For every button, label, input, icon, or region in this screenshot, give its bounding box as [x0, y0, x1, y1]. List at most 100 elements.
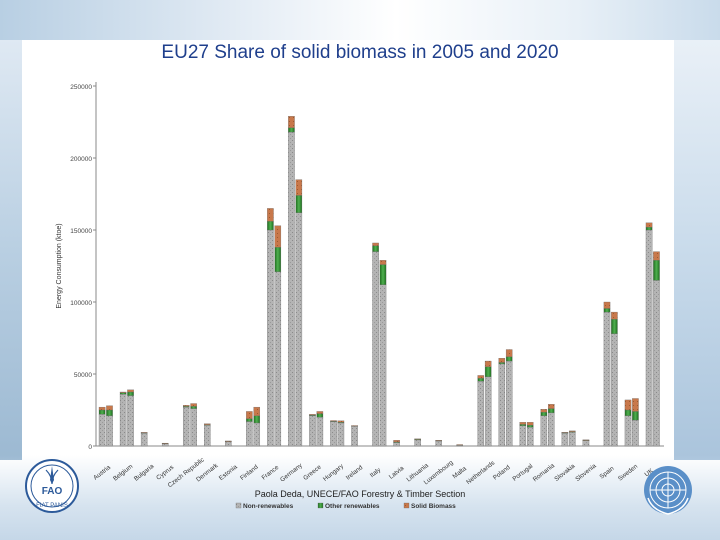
x-tick-label: Ireland: [345, 464, 365, 482]
bar-other-renewables: [498, 362, 506, 365]
bar-non-renewables: [295, 212, 303, 447]
bar-non-renewables: [526, 427, 534, 447]
bar-solid-biomass: [295, 179, 303, 196]
bar-solid-biomass: [603, 301, 611, 309]
bar-solid-biomass: [456, 444, 463, 446]
bar-solid-biomass: [288, 116, 295, 128]
x-tick-label: Estonia: [218, 463, 239, 482]
legend-label: Non-renewables: [243, 503, 294, 510]
bar-solid-biomass: [414, 438, 421, 440]
x-tick-label: Austria: [92, 464, 112, 482]
bar-other-renewables: [484, 366, 492, 378]
bar-non-renewables: [253, 422, 261, 447]
bar-non-renewables: [182, 406, 190, 447]
bar-non-renewables: [540, 415, 548, 447]
bar-non-renewables: [393, 442, 400, 447]
bar-solid-biomass: [246, 411, 253, 419]
bar-other-renewables: [611, 319, 618, 334]
bar-solid-biomass: [548, 404, 555, 409]
bar-other-renewables: [246, 418, 253, 422]
bar-other-renewables: [119, 392, 127, 395]
bar-other-renewables: [526, 424, 534, 428]
legend-label: Solid Biomass: [411, 503, 456, 510]
bar-solid-biomass: [274, 225, 282, 248]
y-tick-label: 0: [88, 444, 92, 451]
bar-non-renewables: [225, 441, 232, 447]
x-tick-label: Portugal: [511, 463, 534, 483]
bar-non-renewables: [106, 415, 113, 447]
bar-non-renewables: [379, 284, 387, 447]
x-tick-label: Netherlands: [465, 460, 496, 486]
bar-non-renewables: [653, 280, 660, 447]
bar-solid-biomass: [561, 432, 569, 433]
bar-solid-biomass: [540, 409, 548, 413]
bar-solid-biomass: [435, 440, 442, 442]
bar-solid-biomass: [645, 222, 653, 228]
x-tick-label: Bulgaria: [133, 463, 156, 483]
bar-solid-biomass: [127, 389, 134, 393]
bar-solid-biomass: [519, 422, 527, 425]
bar-solid-biomass: [372, 242, 379, 246]
y-tick-label: 200000: [70, 156, 92, 163]
bar-solid-biomass: [225, 440, 232, 442]
bar-other-renewables: [540, 412, 548, 416]
bar-non-renewables: [519, 425, 527, 447]
bar-other-renewables: [127, 391, 134, 396]
bar-other-renewables: [274, 247, 282, 272]
legend-label: Other renewables: [325, 503, 380, 510]
bar-non-renewables: [477, 381, 485, 447]
x-tick-label: France: [260, 464, 280, 482]
bar-other-renewables: [519, 424, 527, 426]
bar-solid-biomass: [569, 430, 576, 432]
bar-solid-biomass: [393, 440, 400, 443]
bar-solid-biomass: [505, 349, 513, 357]
bar-non-renewables: [414, 439, 421, 447]
y-axis-label: Energy Consumption (ktoe): [56, 223, 63, 308]
x-tick-label: Sweden: [617, 463, 640, 483]
bar-non-renewables: [645, 229, 653, 447]
slide-right-band: [674, 40, 720, 460]
bar-other-renewables: [653, 260, 660, 281]
bar-non-renewables: [548, 412, 555, 447]
bar-solid-biomass: [119, 391, 127, 393]
slide-header-band: [0, 0, 720, 40]
bar-non-renewables: [624, 415, 632, 447]
bar-non-renewables: [498, 363, 506, 447]
bar-solid-biomass: [526, 422, 534, 426]
bar-other-renewables: [645, 226, 653, 231]
bar-non-renewables: [372, 251, 379, 447]
bar-non-renewables: [603, 311, 611, 447]
x-tick-label: Luxembourg: [423, 459, 455, 486]
bar-solid-biomass: [653, 251, 660, 261]
bar-solid-biomass: [351, 425, 358, 427]
un-logo: [644, 466, 692, 515]
slide-left-band: [0, 40, 22, 460]
bar-non-renewables: [204, 424, 211, 447]
bar-solid-biomass: [316, 411, 324, 414]
bar-solid-biomass: [632, 398, 639, 412]
legend-swatch: [403, 502, 410, 509]
bar-non-renewables: [119, 394, 127, 447]
legend-swatch: [317, 502, 324, 509]
fao-letters: FAO: [42, 486, 63, 497]
bar-non-renewables: [632, 419, 639, 447]
bar-non-renewables: [484, 376, 492, 447]
bar-other-renewables: [379, 264, 387, 285]
page-title: EU27 Share of solid biomass in 2005 and …: [161, 42, 559, 63]
bar-other-renewables: [548, 408, 555, 414]
bar-solid-biomass: [267, 208, 274, 222]
x-tick-label: Spain: [598, 465, 615, 481]
bar-other-renewables: [477, 378, 485, 382]
x-tick-label: Italy: [369, 466, 383, 479]
bar-solid-biomass: [190, 403, 197, 407]
bar-non-renewables: [140, 432, 148, 447]
x-tick-label: Finland: [239, 463, 260, 482]
bar-non-renewables: [127, 395, 134, 447]
bar-solid-biomass: [330, 420, 337, 422]
x-tick-label: Slovenia: [574, 462, 598, 483]
fao-logo: FAO FIAT PANIS: [25, 459, 79, 513]
bar-solid-biomass: [106, 405, 113, 411]
bar-other-renewables: [267, 221, 274, 231]
x-tick-label: Belgium: [112, 463, 134, 483]
